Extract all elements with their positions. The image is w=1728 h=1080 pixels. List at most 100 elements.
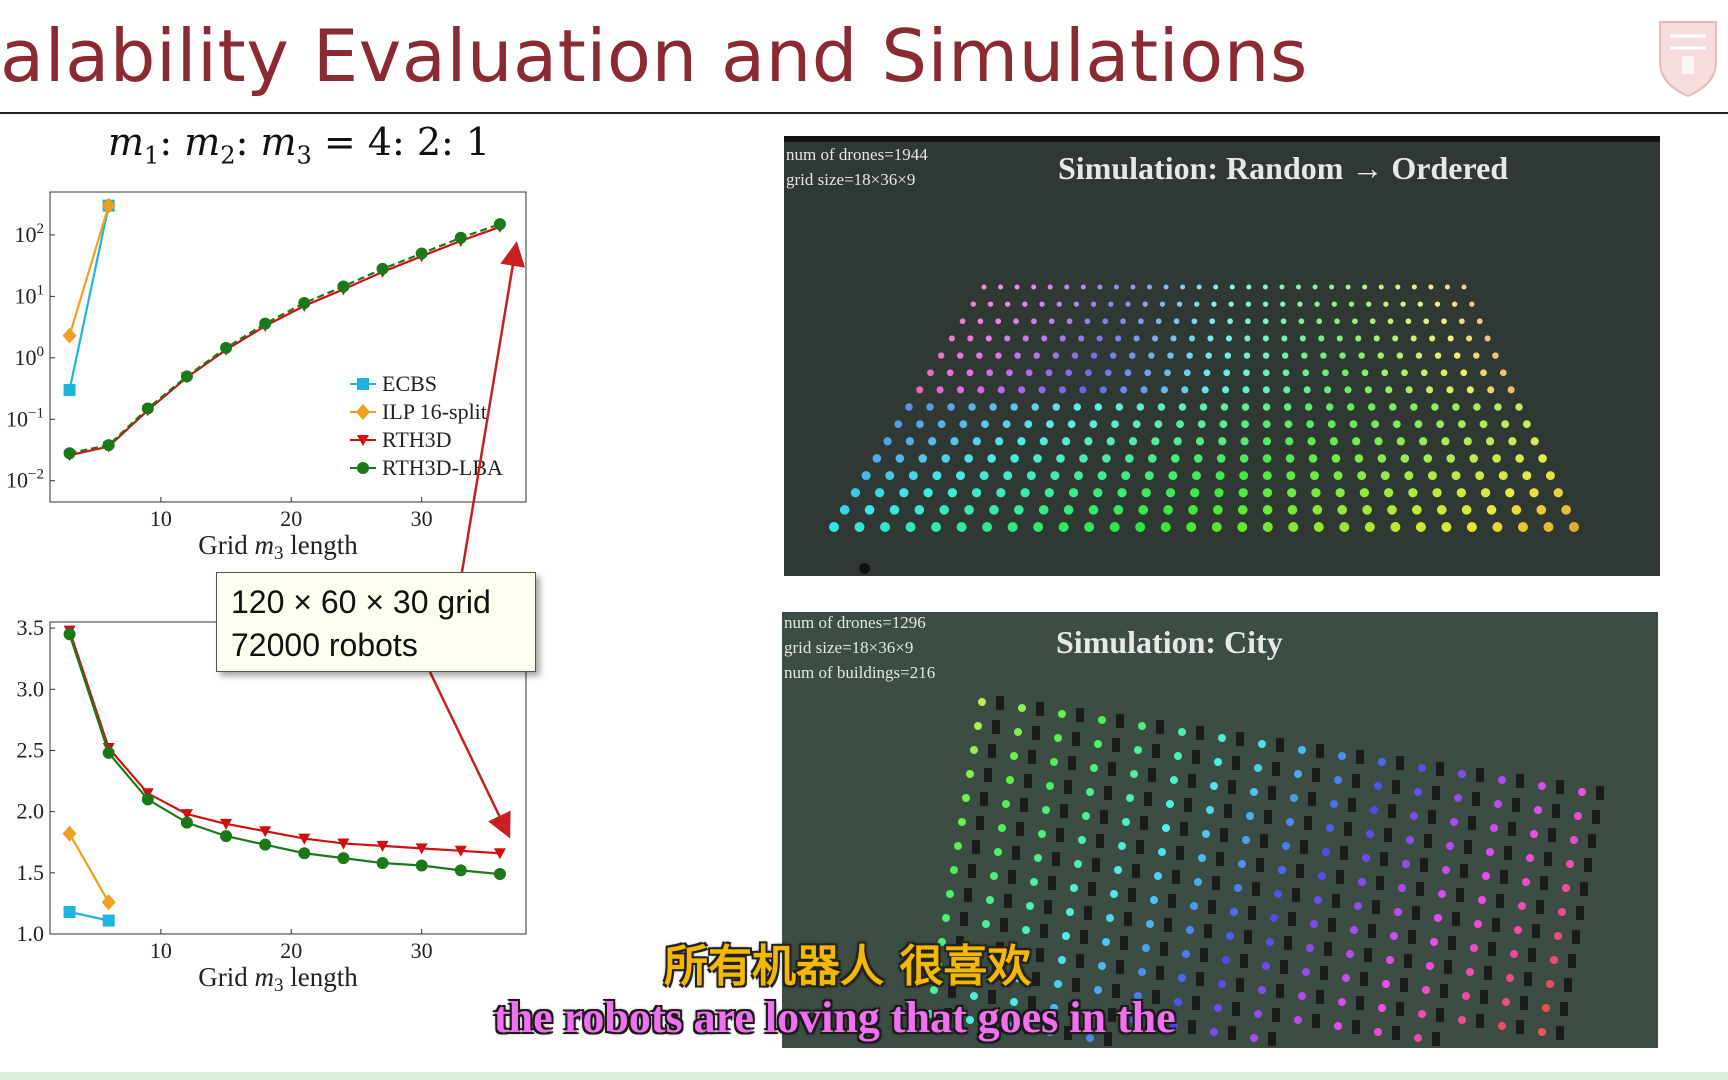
- y-tick-label: 2.0: [17, 799, 45, 824]
- drone-dot: [1186, 926, 1194, 934]
- chart-optimality: 10 20 30 1.0 1.5 2.0 2.5 3.0 3.5 Grid m3 length: [17, 615, 527, 996]
- building-block: [1264, 810, 1272, 824]
- building-block: [1240, 954, 1248, 968]
- drone-dot: [1395, 284, 1401, 290]
- drone-dot: [1314, 896, 1322, 904]
- drone-dot: [1452, 403, 1460, 411]
- subtitle-english: the robots are loving that goes in the: [494, 993, 1176, 1042]
- drone-dot: [1320, 352, 1327, 359]
- drone-dot: [985, 335, 992, 342]
- drone-dot: [1130, 1016, 1138, 1024]
- drone-dot: [1430, 938, 1438, 946]
- drone-dot: [1306, 944, 1314, 952]
- drone-dot: [1203, 369, 1211, 377]
- drone-dot: [1243, 352, 1251, 359]
- drone-dot: [1022, 926, 1030, 934]
- x-tick-label: 20: [280, 938, 302, 963]
- data-point: [298, 847, 311, 860]
- drone-dot: [1138, 722, 1146, 730]
- building-block: [1496, 894, 1504, 908]
- building-block: [1072, 732, 1080, 746]
- drone-dot: [1431, 403, 1439, 411]
- drone-dot: [1058, 386, 1067, 394]
- drone-dot: [1176, 301, 1183, 307]
- building-block: [1256, 858, 1264, 872]
- drone-dot: [947, 488, 958, 498]
- drone-dot: [1394, 908, 1402, 916]
- building-block: [1208, 900, 1216, 914]
- drone-dot: [1195, 437, 1205, 446]
- building-block: [1408, 930, 1416, 944]
- drone-dot: [1545, 471, 1555, 481]
- building-block: [1072, 978, 1080, 992]
- drone-dot: [1381, 369, 1389, 377]
- drone-dot: [986, 896, 994, 904]
- drone-dot: [1366, 830, 1374, 838]
- building-block: [1040, 924, 1048, 938]
- drone-dot: [948, 335, 955, 342]
- building-block: [1168, 894, 1176, 908]
- drone-dot: [1090, 352, 1098, 359]
- drone-dot: [1262, 437, 1272, 446]
- drone-dot: [918, 454, 928, 463]
- drone-dot: [956, 522, 967, 532]
- building-block: [1524, 972, 1532, 986]
- drone-dot: [1222, 386, 1230, 394]
- drone-dot: [1508, 437, 1517, 446]
- drone-dot: [1444, 284, 1450, 290]
- drone-dot: [1297, 301, 1303, 307]
- drone-dot: [1206, 806, 1214, 814]
- building-block: [1476, 1014, 1484, 1028]
- data-point: [62, 327, 77, 344]
- drone-dot: [1237, 522, 1248, 532]
- drone-dot: [1466, 386, 1474, 394]
- drone-dot: [1124, 369, 1132, 377]
- drone-dot: [908, 471, 918, 481]
- drone-dot: [854, 522, 865, 532]
- building-block: [1308, 792, 1316, 806]
- drone-dot: [1410, 403, 1418, 411]
- drone-dot: [1295, 284, 1301, 290]
- drone-dot: [1026, 902, 1034, 910]
- drone-dot: [1470, 944, 1478, 952]
- building-block: [1004, 894, 1012, 908]
- legend-label: RTH3D-LBA: [382, 455, 503, 480]
- drone-dot: [1193, 454, 1203, 463]
- drone-dot: [1142, 944, 1150, 952]
- drone-dot: [1162, 824, 1170, 832]
- drone-dot: [1170, 1022, 1178, 1030]
- drone-dot: [1125, 301, 1131, 307]
- plot-frame: [49, 191, 527, 503]
- building-block: [1440, 984, 1448, 998]
- drone-dot: [1398, 884, 1406, 892]
- drone-dot: [1284, 420, 1293, 429]
- building-block: [1132, 864, 1140, 878]
- drone-dot: [1038, 505, 1049, 515]
- drone-dot: [1480, 488, 1491, 498]
- drone-dot: [1020, 488, 1030, 498]
- drone-dot: [1014, 728, 1022, 736]
- drone-dot: [1377, 352, 1384, 359]
- drone-dot: [1543, 522, 1554, 532]
- drone-dot: [1410, 335, 1417, 342]
- drone-dot: [1402, 860, 1410, 868]
- drone-dot: [1498, 471, 1508, 481]
- drone-dot: [1250, 788, 1258, 796]
- building-block: [1188, 774, 1196, 788]
- building-block: [1316, 744, 1324, 758]
- data-point: [63, 628, 76, 641]
- building-block: [1448, 936, 1456, 950]
- building-block: [1268, 1032, 1276, 1046]
- drone-dot: [1262, 403, 1271, 411]
- drone-dot: [1288, 522, 1299, 532]
- drone-dot: [1209, 318, 1216, 325]
- drone-dot: [1022, 335, 1029, 342]
- drone-dot: [1281, 352, 1289, 359]
- drone-dot: [889, 505, 900, 515]
- drone-dot: [1211, 522, 1222, 532]
- drone-dot: [995, 318, 1002, 325]
- drone-dot: [1202, 830, 1210, 838]
- drone-dot: [1417, 301, 1423, 307]
- drone-dot: [1286, 818, 1294, 826]
- drone-dot: [1324, 386, 1332, 394]
